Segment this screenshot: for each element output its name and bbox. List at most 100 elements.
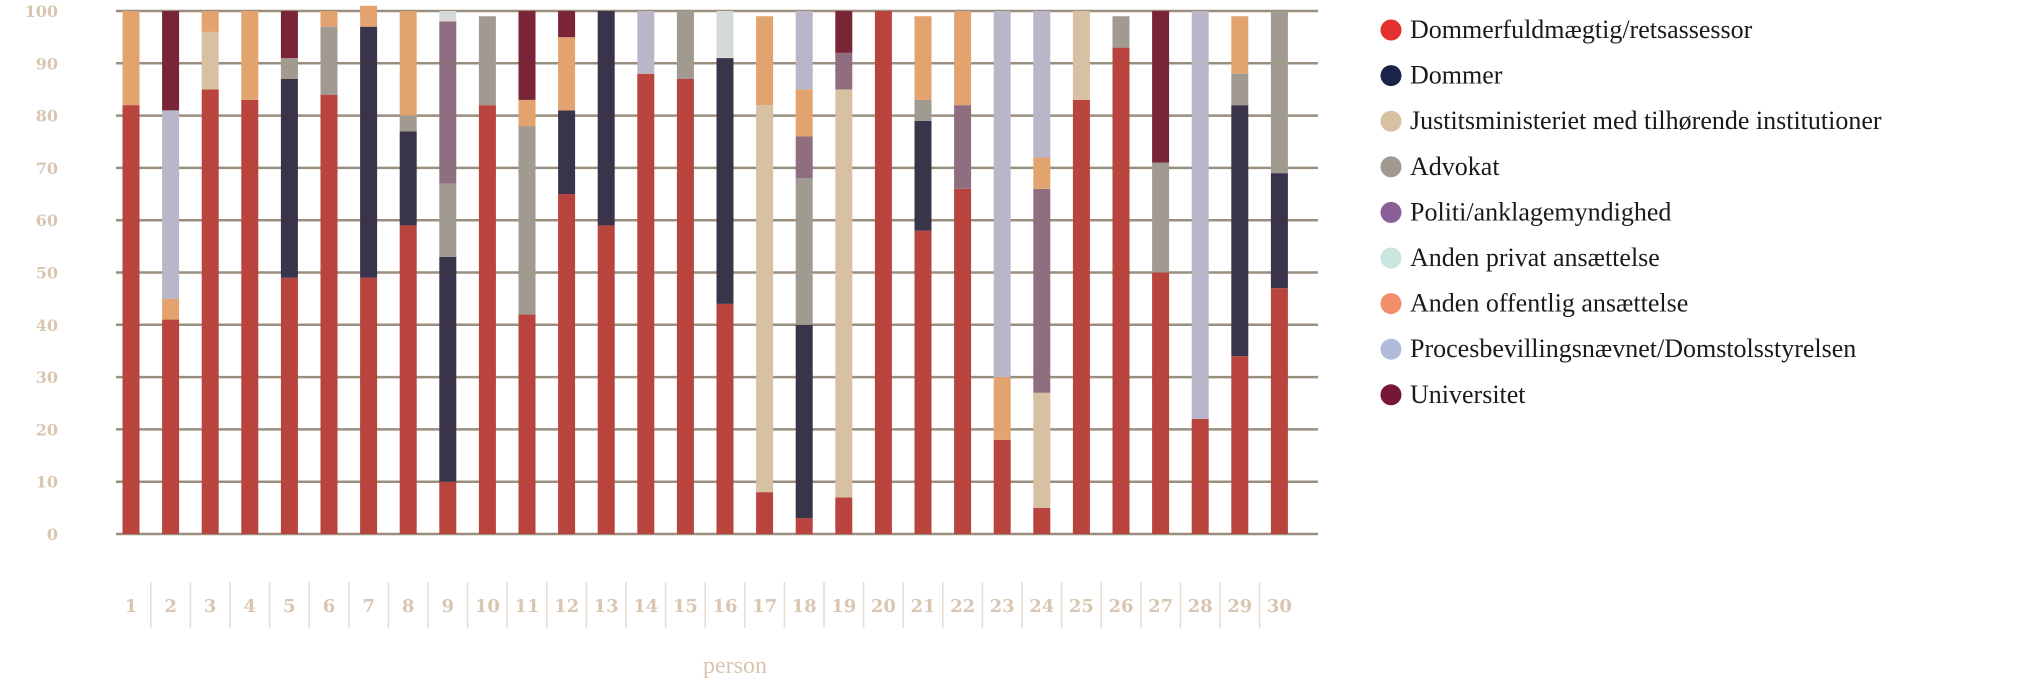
bar-segment [122, 105, 140, 534]
bar-segment [1231, 16, 1249, 74]
bar-segment [1231, 73, 1249, 106]
bar-segment [835, 89, 853, 498]
y-tick-label: 50 [36, 264, 58, 283]
bar-segment [993, 439, 1011, 534]
legend-marker [1380, 247, 1402, 269]
legend-entry-label: Universitet [1410, 380, 1526, 409]
bar-segment [439, 256, 457, 482]
bar-segment [1231, 105, 1249, 357]
x-tick-label: 16 [712, 596, 737, 617]
x-tick-label: 11 [514, 596, 539, 617]
bar-segment [399, 225, 417, 534]
x-tick-label: 4 [244, 596, 257, 617]
bar-segment [1270, 173, 1288, 289]
bar-segment [1191, 11, 1209, 419]
bar-segment [241, 99, 259, 534]
legend-marker [1380, 338, 1402, 360]
bar-segment [1033, 507, 1051, 534]
y-tick-label: 0 [47, 525, 58, 544]
bar-segment [874, 11, 892, 534]
x-tick-label: 2 [164, 596, 177, 617]
bar-segment [756, 105, 774, 493]
bar-segment [835, 11, 853, 53]
legend-marker [1380, 156, 1402, 178]
bar-segment [360, 26, 378, 278]
bar-segment [597, 225, 615, 534]
bar-segment [122, 11, 140, 106]
bar-segment [439, 481, 457, 534]
bar-segment [162, 110, 180, 299]
y-tick-label: 40 [36, 316, 58, 335]
x-tick-label: 26 [1108, 596, 1133, 617]
bar-segment [1072, 11, 1090, 100]
y-tick-label: 20 [36, 420, 58, 439]
x-tick-label: 28 [1188, 596, 1213, 617]
x-tick-label: 25 [1069, 596, 1094, 617]
bar-segment [478, 105, 496, 534]
bar-segment [1033, 188, 1051, 393]
bar-segment [1270, 288, 1288, 534]
x-tick-label: 14 [633, 596, 658, 617]
bar-segment [1191, 418, 1209, 534]
bar-segment [1152, 272, 1170, 534]
bar-segment [162, 319, 180, 534]
bar-segment [241, 11, 259, 100]
y-tick-label: 10 [36, 473, 58, 492]
bar-segment [399, 11, 417, 116]
bar-segment [637, 73, 655, 534]
x-tick-label: 12 [554, 596, 579, 617]
x-tick-label: 18 [792, 596, 817, 617]
bar-segment [835, 497, 853, 534]
bar-segment [1033, 157, 1051, 189]
bar-segment [716, 303, 734, 534]
bar-segment [399, 131, 417, 226]
x-tick-label: 22 [950, 596, 975, 617]
bar-segment [914, 230, 932, 534]
x-tick-label: 15 [673, 596, 698, 617]
x-tick-label: 23 [990, 596, 1015, 617]
legend-marker [1380, 293, 1402, 315]
bar-segment [1033, 11, 1051, 158]
x-tick-label: 29 [1227, 596, 1252, 617]
y-tick-label: 100 [25, 2, 58, 21]
x-tick-label: 20 [871, 596, 896, 617]
bar-segment [993, 377, 1011, 440]
bar-segment [280, 277, 298, 534]
bar-segment [716, 11, 734, 59]
bar-segment [954, 105, 972, 189]
legend-marker [1380, 19, 1402, 41]
x-tick-label: 13 [594, 596, 619, 617]
bar-segment [1112, 16, 1130, 48]
x-axis-title: person [703, 653, 767, 679]
y-tick-label: 90 [36, 54, 58, 73]
bar-segment [320, 26, 338, 95]
x-tick-label: 7 [362, 596, 375, 617]
x-tick-label: 3 [204, 596, 217, 617]
bar-segment [201, 31, 219, 90]
x-tick-label: 27 [1148, 596, 1173, 617]
bar-segment [954, 188, 972, 534]
x-tick-label: 5 [283, 596, 296, 617]
bar-segment [518, 314, 536, 534]
bars [122, 5, 1288, 535]
bar-segment [993, 11, 1011, 378]
y-tick-label: 60 [36, 211, 58, 230]
bar-segment [280, 11, 298, 59]
bar-segment [162, 11, 180, 111]
bar-segment [558, 37, 576, 111]
bar-segment [320, 94, 338, 535]
x-tick-label: 19 [831, 596, 856, 617]
bar-segment [795, 518, 813, 534]
bar-segment [478, 16, 496, 106]
x-tick-label: 1 [125, 596, 138, 617]
x-tick-label: 17 [752, 596, 777, 617]
legend-entry-label: Procesbevillingsnævnet/Domstolsstyrelsen [1410, 334, 1856, 363]
bar-segment [795, 89, 813, 137]
bar-segment [439, 183, 457, 257]
bar-segment [201, 89, 219, 534]
bar-segment [1152, 162, 1170, 273]
bar-segment [360, 277, 378, 534]
bar-segment [795, 136, 813, 179]
bar-segment [676, 11, 694, 79]
